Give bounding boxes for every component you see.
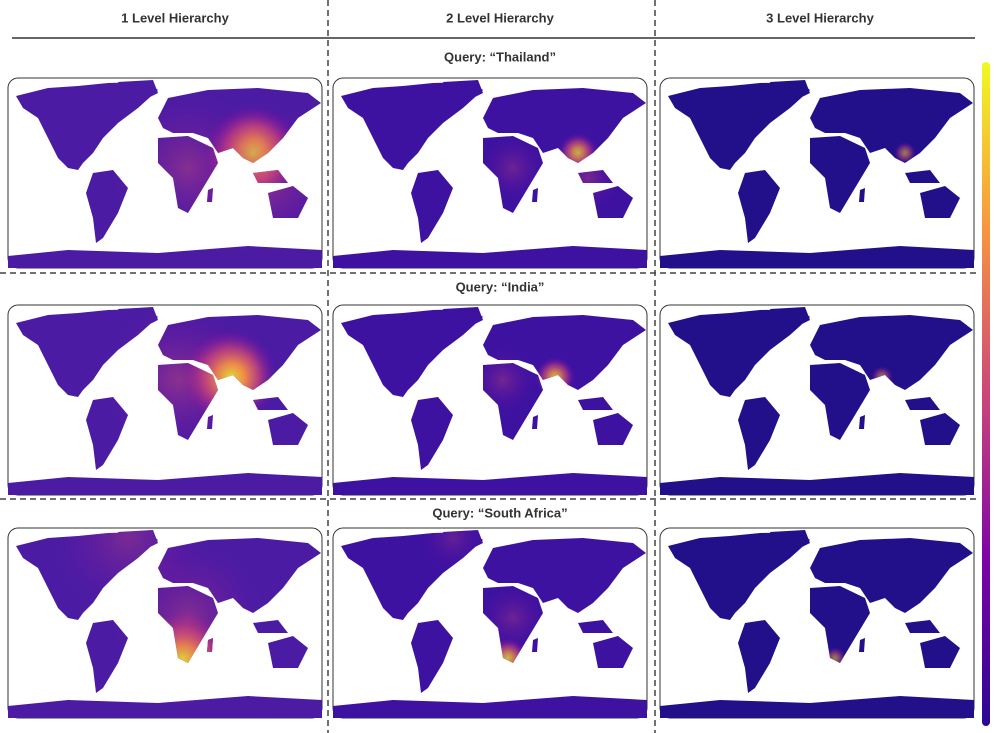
query-label: Query: “India” [456,279,545,294]
query-label: Query: “Thailand” [444,49,556,64]
query-label: Query: “South Africa” [432,505,567,520]
column-header: 1 Level Hierarchy [121,10,229,25]
maps [7,77,975,719]
heat-spot [894,142,916,164]
heat-spot [51,530,205,615]
colorbar [982,62,990,726]
column-header: 2 Level Hierarchy [446,10,554,25]
column-header: 3 Level Hierarchy [766,10,874,25]
